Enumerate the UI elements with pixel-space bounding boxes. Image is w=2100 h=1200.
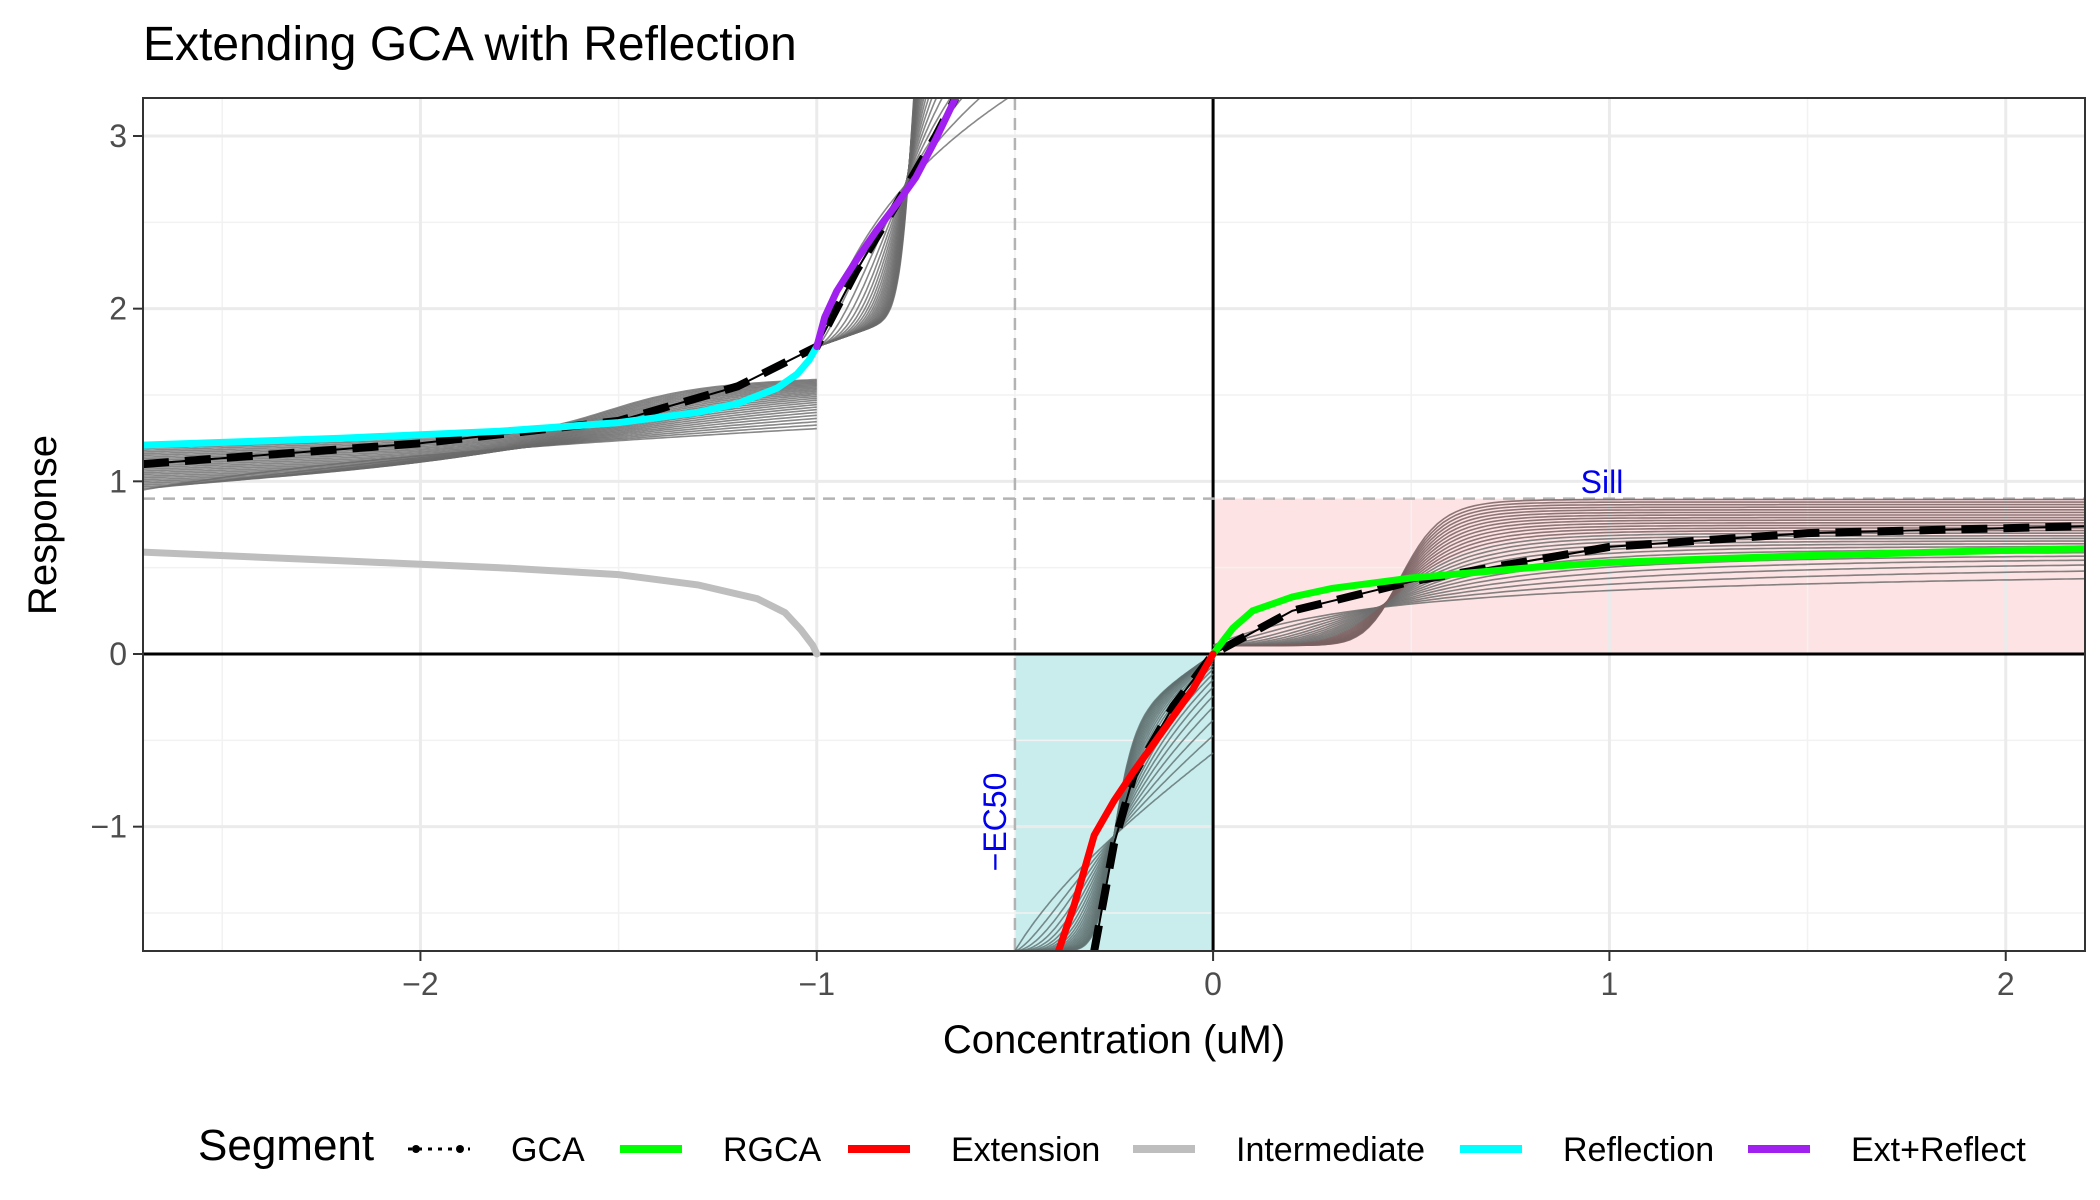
x-tick-label: −2	[402, 966, 438, 1002]
legend-key-gca-dot	[456, 1145, 464, 1153]
sill-label: Sill	[1581, 464, 1624, 500]
series-reflection	[143, 343, 821, 449]
reference-lines	[143, 98, 2085, 951]
legend-label-reflection: Reflection	[1563, 1131, 1714, 1169]
series-lines	[143, 98, 2085, 951]
left-band-curve	[143, 389, 817, 464]
legend: Segment GCA RGCA Extension Intermediate Refl…	[198, 1121, 2026, 1170]
legend-label-ext-reflect: Ext+Reflect	[1851, 1131, 2026, 1169]
right-band-curve	[1213, 524, 2085, 647]
upper-band-curve	[816, 98, 944, 348]
ec50-label: −EC50	[977, 773, 1013, 872]
right-band-curve	[1213, 545, 2085, 647]
y-tick-label: 2	[109, 291, 127, 327]
x-tick-label: 0	[1204, 966, 1222, 1002]
right-band-curve	[1213, 555, 2085, 647]
x-axis-ticks: −2 −1 0 1 2	[402, 951, 2015, 1002]
x-tick-label: −1	[799, 966, 835, 1002]
chart-title: Extending GCA with Reflection	[143, 18, 797, 71]
right-band-curve	[1213, 519, 2085, 647]
y-tick-label: 1	[109, 463, 127, 499]
upper-band-curve	[816, 98, 933, 348]
legend-label-gca: GCA	[511, 1131, 585, 1169]
upper-band-curve	[816, 98, 952, 348]
upper-band-curve	[816, 98, 915, 348]
legend-label-intermediate: Intermediate	[1236, 1131, 1425, 1169]
left-band-curve	[143, 390, 817, 465]
legend-key-gca-dot	[412, 1145, 420, 1153]
y-tick-label: −1	[91, 809, 127, 845]
y-axis-title: Response	[21, 435, 65, 615]
legend-title: Segment	[198, 1121, 374, 1170]
left-band-curve	[143, 393, 817, 469]
right-band-curve	[1213, 522, 2085, 647]
left-band-curve	[143, 392, 817, 467]
x-tick-label: 1	[1601, 966, 1619, 1002]
upper-band-curve	[816, 98, 930, 348]
right-band-curve	[1213, 559, 2085, 647]
legend-label-rgca: RGCA	[723, 1131, 822, 1169]
series-extension	[1055, 650, 1217, 951]
y-tick-label: 0	[109, 636, 127, 672]
right-band-curve	[1213, 535, 2085, 647]
y-axis-ticks: −1 0 1 2 3	[91, 118, 143, 845]
lower-band-curve	[1014, 653, 1214, 951]
series-intermediate	[143, 548, 821, 658]
series-ext-reflect	[813, 98, 959, 351]
right-band-curve	[1213, 564, 2085, 647]
upper-band-curve	[816, 98, 938, 348]
x-axis-title: Concentration (uM)	[943, 1018, 1285, 1062]
legend-label-extension: Extension	[951, 1131, 1100, 1169]
x-tick-label: 2	[1997, 966, 2015, 1002]
series-rgca	[1209, 545, 2085, 658]
right-band-curve	[1213, 498, 2085, 647]
y-tick-label: 3	[109, 118, 127, 154]
right-band-curve	[1212, 570, 2085, 647]
plot-border	[142, 97, 2086, 952]
